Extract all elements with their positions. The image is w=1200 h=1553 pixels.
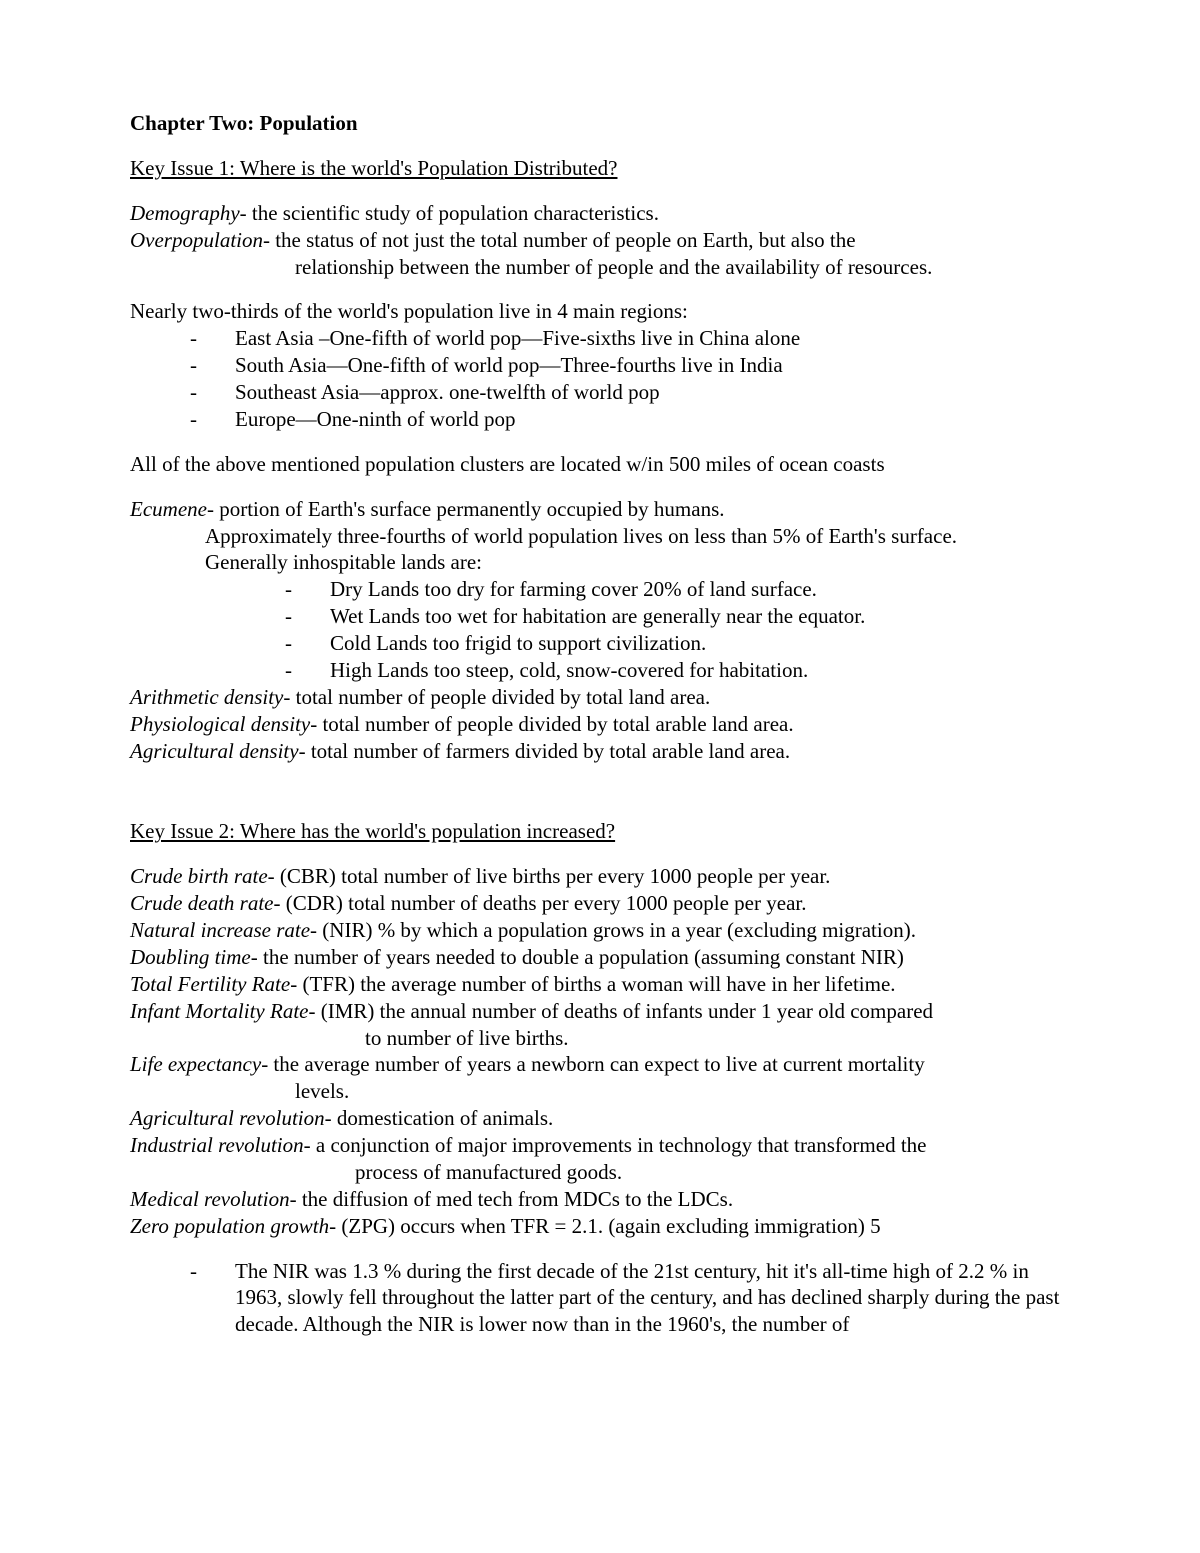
arithmetic-density: Arithmetic density- total number of peop… [130,684,1070,711]
def-le-l1: - the average number of years a newborn … [261,1052,925,1076]
term-ecumene: Ecumene [130,497,207,521]
term-doubling-time: Doubling time [130,945,251,969]
term-demography: Demography [130,201,240,225]
def-agricultural-revolution: - domestication of animals. [325,1106,554,1130]
term-agricultural-density: Agricultural density [130,739,299,763]
def-doubling-time: - the number of years needed to double a… [251,945,904,969]
physiological-density: Physiological density- total number of p… [130,711,1070,738]
term-overpopulation: Overpopulation [130,228,263,252]
term-arithmetic-density: Arithmetic density [130,685,283,709]
term-zpg: Zero population growth [130,1214,329,1238]
def-le-l2: levels. [130,1078,1070,1105]
ecumene-block: Ecumene- portion of Earth's surface perm… [130,496,1070,684]
term-agricultural-revolution: Agricultural revolution [130,1106,325,1130]
region-item: South Asia—One-fifth of world pop—Three-… [130,352,1070,379]
life-expectancy-definition: Life expectancy- the average number of y… [130,1051,1070,1105]
regions-list: East Asia –One-fifth of world pop—Five-s… [130,325,1070,433]
term-tfr: Total Fertility Rate [130,972,290,996]
key-issue-1-heading: Key Issue 1: Where is the world's Popula… [130,155,1070,182]
def-cdr: - (CDR) total number of deaths per every… [273,891,806,915]
nir-notes-list: The NIR was 1.3 % during the first decad… [130,1258,1070,1339]
term-cdr: Crude death rate [130,891,273,915]
term-physiological-density: Physiological density [130,712,310,736]
land-item: Cold Lands too frigid to support civiliz… [130,630,1070,657]
doubling-time-definition: Doubling time- the number of years neede… [130,944,1070,971]
term-industrial-revolution: Industrial revolution [130,1133,304,1157]
tfr-definition: Total Fertility Rate- (TFR) the average … [130,971,1070,998]
def-overpopulation-l1: - the status of not just the total numbe… [263,228,856,252]
land-item: Wet Lands too wet for habitation are gen… [130,603,1070,630]
region-item: Europe—One-ninth of world pop [130,406,1070,433]
def-nir: - (NIR) % by which a population grows in… [310,918,916,942]
region-item: East Asia –One-fifth of world pop—Five-s… [130,325,1070,352]
cdr-definition: Crude death rate- (CDR) total number of … [130,890,1070,917]
land-item: Dry Lands too dry for farming cover 20% … [130,576,1070,603]
def-cbr: - (CBR) total number of live births per … [268,864,831,888]
industrial-revolution-definition: Industrial revolution- a conjunction of … [130,1132,1070,1186]
imr-definition: Infant Mortality Rate- (IMR) the annual … [130,998,1070,1052]
term-cbr: Crude birth rate [130,864,268,888]
lands-list: Dry Lands too dry for farming cover 20% … [130,576,1070,684]
def-demography: - the scientific study of population cha… [240,201,659,225]
def-agricultural-density: - total number of farmers divided by tot… [299,739,791,763]
def-ir-l1: - a conjunction of major improvements in… [304,1133,927,1157]
def-zpg: - (ZPG) occurs when TFR = 2.1. (again ex… [329,1214,881,1238]
def-ecumene: - portion of Earth's surface permanently… [207,497,725,521]
def-imr-l1: - (IMR) the annual number of deaths of i… [308,999,933,1023]
coast-note: All of the above mentioned population cl… [130,451,1070,478]
def-ir-l2: process of manufactured goods. [130,1159,1070,1186]
regions-intro: Nearly two-thirds of the world's populat… [130,298,1070,325]
region-item: Southeast Asia—approx. one-twelfth of wo… [130,379,1070,406]
term-medical-revolution: Medical revolution [130,1187,290,1211]
zpg-definition: Zero population growth- (ZPG) occurs whe… [130,1213,1070,1240]
ecumene-sub1: Approximately three-fourths of world pop… [130,523,1070,550]
demography-definition: Demography- the scientific study of popu… [130,200,1070,227]
cbr-definition: Crude birth rate- (CBR) total number of … [130,863,1070,890]
def-physiological-density: - total number of people divided by tota… [310,712,793,736]
land-item: High Lands too steep, cold, snow-covered… [130,657,1070,684]
def-overpopulation-l2: relationship between the number of peopl… [130,254,1070,281]
overpopulation-definition: Overpopulation- the status of not just t… [130,227,1070,281]
ecumene-sub2: Generally inhospitable lands are: [130,549,1070,576]
term-imr: Infant Mortality Rate [130,999,308,1023]
def-imr-l2: to number of live births. [130,1025,1070,1052]
medical-revolution-definition: Medical revolution- the diffusion of med… [130,1186,1070,1213]
key-issue-2-heading: Key Issue 2: Where has the world's popul… [130,818,1070,845]
chapter-title: Chapter Two: Population [130,110,1070,137]
term-nir: Natural increase rate [130,918,310,942]
agricultural-revolution-definition: Agricultural revolution- domestication o… [130,1105,1070,1132]
agricultural-density: Agricultural density- total number of fa… [130,738,1070,765]
nir-note-item: The NIR was 1.3 % during the first decad… [130,1258,1070,1339]
def-arithmetic-density: - total number of people divided by tota… [283,685,710,709]
def-medical-revolution: - the diffusion of med tech from MDCs to… [290,1187,733,1211]
document-page: Chapter Two: Population Key Issue 1: Whe… [0,0,1200,1553]
term-life-expectancy: Life expectancy [130,1052,261,1076]
def-tfr: - (TFR) the average number of births a w… [290,972,895,996]
nir-definition: Natural increase rate- (NIR) % by which … [130,917,1070,944]
